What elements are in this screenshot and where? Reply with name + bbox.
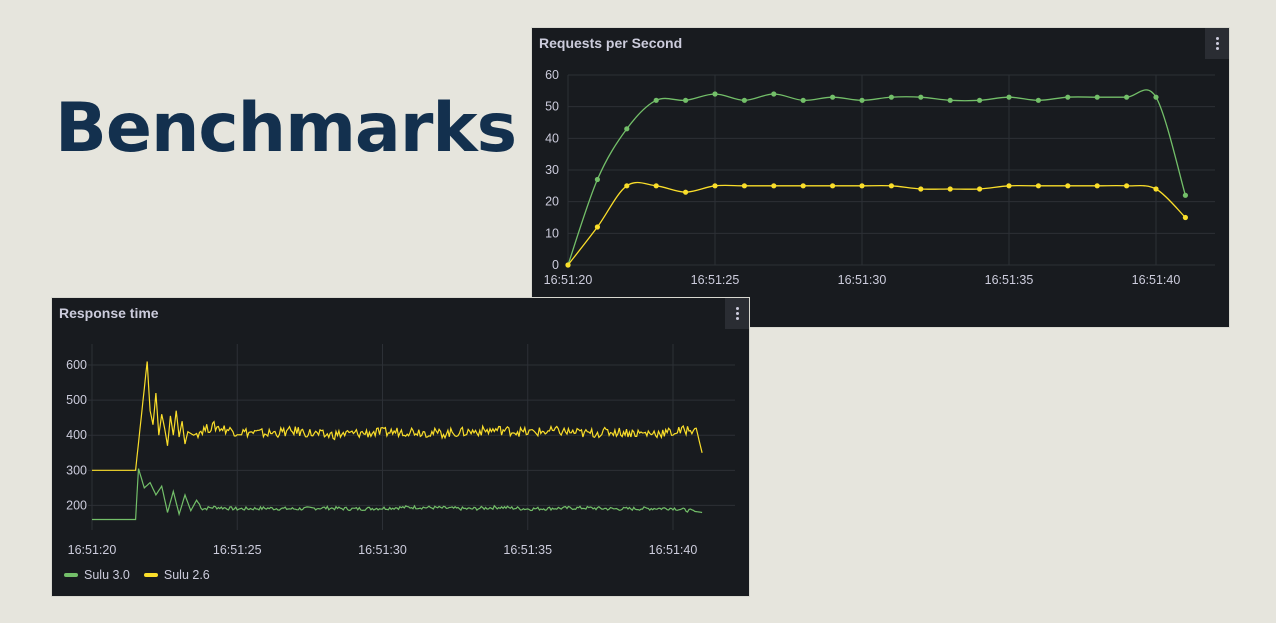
legend-item-sulu-3-0[interactable]: Sulu 3.0 [64,568,130,582]
y-tick-label: 200 [66,498,87,512]
data-point [947,97,953,103]
requests-per-second-chart: 0 10 20 30 40 50 60 16:51:20 16:51:25 16:51:30 16:… [544,68,1215,287]
data-point [741,183,747,189]
data-point [771,91,777,97]
x-tick-label: 16:51:25 [213,543,262,557]
panel-title: Requests per Second [539,35,683,51]
x-tick-label: 16:51:40 [1132,273,1181,287]
data-point [712,91,718,97]
data-point [1182,192,1188,198]
x-tick-label: 16:51:35 [503,543,552,557]
x-tick-label: 16:51:30 [358,543,407,557]
data-point [977,186,983,192]
data-point [1094,183,1100,189]
data-point [594,176,600,183]
menu-dot-icon [1216,42,1219,45]
panel-menu-button[interactable] [1205,28,1229,59]
response-time-chart: 200 300 400 500 600 16:51:20 16:51:25 16:51:30 1… [66,344,735,557]
data-point [888,183,894,189]
data-point [859,183,865,189]
data-point [683,97,689,103]
data-point [947,186,953,192]
x-tick-label: 16:51:30 [838,273,887,287]
series-line [92,361,703,471]
data-point [1153,94,1159,100]
legend-label: Sulu 2.6 [163,568,210,582]
data-point [800,183,806,189]
y-tick-label: 60 [545,68,559,82]
panel-menu-button[interactable] [725,298,749,329]
data-point [624,183,630,189]
menu-dot-icon [736,317,739,320]
x-tick-label: 16:51:25 [691,273,740,287]
legend-item-sulu-2-6[interactable]: Sulu 2.6 [143,568,210,582]
data-point [859,97,865,103]
menu-dot-icon [1216,37,1219,40]
data-point [1153,186,1159,192]
y-tick-label: 50 [545,100,559,114]
y-tick-label: 30 [545,163,559,177]
data-point [1035,183,1041,189]
page-headline: Benchmarks [55,89,517,168]
chart-legend: Sulu 3.0 Sulu 2.6 [64,568,210,582]
legend-label: Sulu 3.0 [84,568,130,582]
data-point [1065,183,1071,189]
data-point [653,97,659,103]
data-point [830,183,836,189]
data-point [800,97,806,103]
data-point [624,126,630,132]
y-tick-label: 40 [545,131,559,145]
data-point [888,94,894,100]
x-tick-label: 16:51:35 [985,273,1034,287]
y-tick-label: 600 [66,358,87,372]
data-point [1182,214,1188,221]
legend-swatch [64,573,78,577]
data-point [1124,94,1130,100]
data-point [653,183,659,189]
data-point [1094,94,1100,100]
x-tick-label: 16:51:20 [68,543,117,557]
data-point [565,262,571,268]
menu-dot-icon [736,307,739,310]
data-point [1065,94,1071,100]
data-point [1124,183,1130,189]
y-tick-label: 500 [66,393,87,407]
legend-swatch [143,573,158,577]
data-point [683,189,689,195]
y-tick-label: 20 [545,195,559,209]
panel-title: Response time [59,305,159,321]
data-point [1006,183,1012,189]
y-tick-label: 0 [552,258,559,272]
data-point [918,186,924,192]
data-point [830,94,836,100]
menu-dot-icon [736,312,739,315]
data-point [918,94,924,100]
y-tick-label: 10 [545,226,559,240]
menu-dot-icon [1216,47,1219,50]
y-tick-label: 300 [66,463,87,477]
data-point [1006,94,1012,100]
requests-per-second-panel: Requests per Second 0 10 20 30 40 50 60 16:51:2… [531,27,1230,328]
data-point [594,224,600,230]
series-line [92,468,703,521]
series-line [567,89,1187,266]
data-point [771,183,777,189]
x-tick-label: 16:51:40 [649,543,698,557]
x-tick-label: 16:51:20 [544,273,593,287]
y-tick-label: 400 [66,428,87,442]
series-line [567,181,1186,266]
data-point [712,183,718,189]
response-time-panel: Response time 200 300 400 500 600 16:51:20 16:… [51,297,750,597]
data-point [1035,97,1041,103]
data-point [977,97,983,103]
data-point [741,97,747,103]
